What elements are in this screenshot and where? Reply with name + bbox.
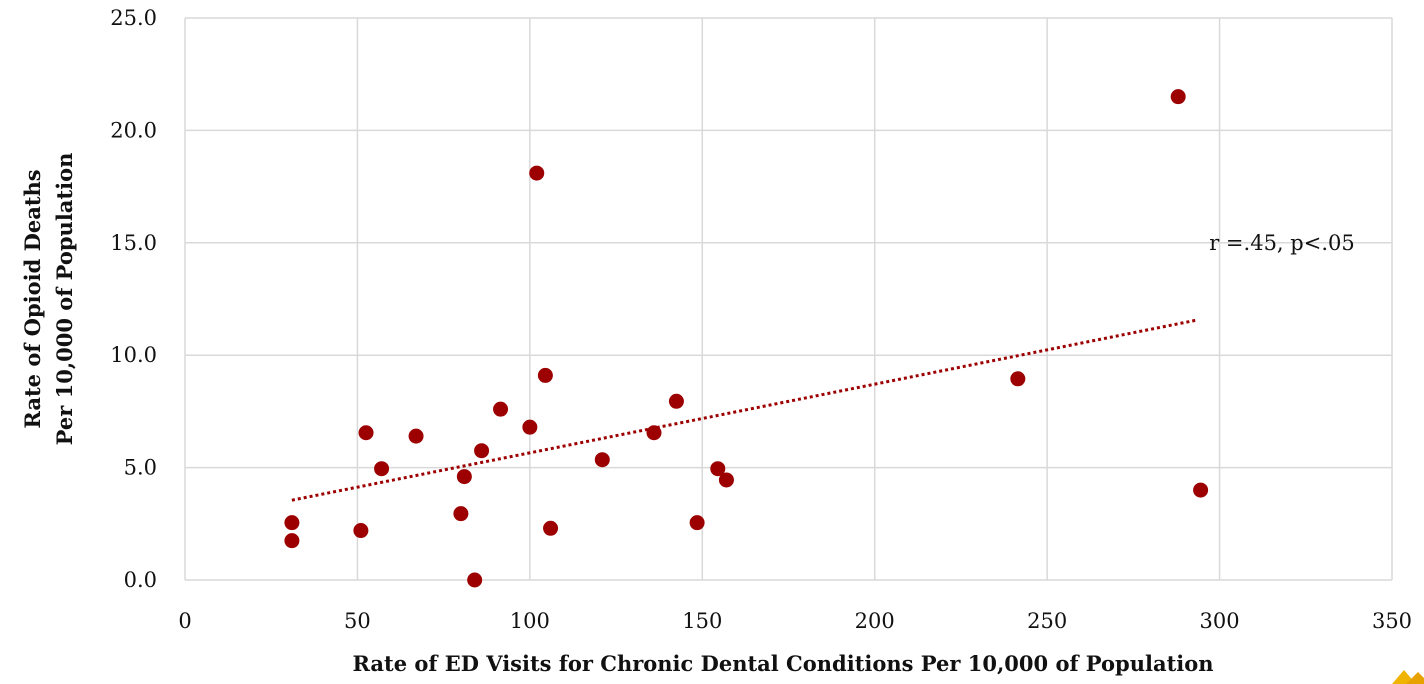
y-tick-label: 20.0 — [110, 118, 157, 142]
x-tick-label: 0 — [178, 609, 191, 633]
x-tick-label: 100 — [510, 609, 550, 633]
data-point — [718, 472, 734, 488]
data-point — [543, 520, 559, 536]
y-axis-title: Rate of Opioid Deaths Per 10,000 of Popu… — [20, 153, 77, 446]
y-tick-label: 5.0 — [124, 456, 157, 480]
y-tick-label: 0.0 — [124, 568, 157, 592]
data-point — [408, 428, 424, 444]
y-tick-label: 10.0 — [110, 343, 157, 367]
y-axis-title-line-2: Per 10,000 of Population — [52, 153, 77, 446]
x-tick-label: 350 — [1372, 609, 1412, 633]
data-point — [493, 401, 509, 417]
data-point — [353, 523, 369, 539]
y-tick-label: 25.0 — [110, 6, 157, 30]
x-tick-label: 150 — [682, 609, 722, 633]
y-tick-label: 15.0 — [110, 231, 157, 255]
data-point — [467, 572, 483, 588]
x-tick-label: 50 — [344, 609, 371, 633]
data-point — [358, 425, 374, 441]
x-tick-label: 250 — [1027, 609, 1067, 633]
corner-logo-mark — [1392, 670, 1424, 684]
correlation-annotation: r =.45, p<.05 — [1209, 231, 1355, 255]
x-tick-label: 300 — [1200, 609, 1240, 633]
x-tick-label: 200 — [855, 609, 895, 633]
y-axis-title-line-1: Rate of Opioid Deaths — [20, 169, 45, 428]
data-point — [1010, 371, 1026, 387]
data-point — [668, 393, 684, 409]
gridlines — [184, 17, 1393, 581]
trendline — [291, 318, 1196, 502]
data-point — [453, 506, 469, 522]
data-point — [689, 515, 705, 531]
data-point — [456, 469, 472, 485]
data-point — [284, 533, 300, 549]
data-point — [474, 443, 490, 459]
data-point — [1170, 89, 1186, 105]
data-point — [522, 419, 538, 435]
x-axis-title: Rate of ED Visits for Chronic Dental Con… — [352, 651, 1213, 676]
data-point — [646, 425, 662, 441]
data-point — [529, 165, 545, 181]
data-points — [284, 89, 1209, 588]
data-point — [374, 461, 390, 477]
data-point — [1193, 482, 1209, 498]
data-point — [284, 515, 300, 531]
tick-labels: 0 50 100 150 200 250 300 350 0.0 5.0 10.0 15.0 20.0 2… — [110, 6, 1412, 633]
data-point — [594, 452, 610, 468]
data-point — [537, 367, 553, 383]
data-point — [710, 461, 726, 477]
